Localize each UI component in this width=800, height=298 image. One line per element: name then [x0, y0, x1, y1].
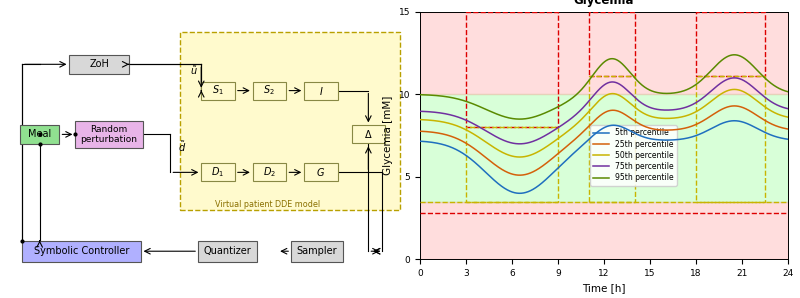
FancyBboxPatch shape [253, 163, 286, 181]
50th percentile [783, 115, 793, 119]
Text: Sampler: Sampler [297, 246, 337, 256]
Bar [420, 94, 788, 201]
FancyBboxPatch shape [304, 163, 338, 181]
Y-axis label: Glycemia [mM]: Glycemia [mM] [383, 96, 394, 175]
Bar [466, 127, 558, 201]
Line: 95th percentile: 95th percentile [420, 55, 788, 119]
25th percentile [585, 124, 594, 128]
95th percentile [434, 94, 443, 97]
25th percentile [730, 104, 739, 108]
FancyBboxPatch shape [20, 125, 59, 144]
25th percentile [415, 129, 425, 133]
5th percentile [705, 128, 714, 131]
5th percentile [783, 137, 793, 141]
Text: $S_2$: $S_2$ [263, 84, 275, 97]
Line: 50th percentile: 50th percentile [420, 89, 788, 157]
95th percentile [773, 86, 782, 89]
95th percentile [730, 53, 739, 57]
75th percentile [514, 142, 524, 146]
Line: 75th percentile: 75th percentile [420, 78, 788, 144]
Text: Random
perturbation: Random perturbation [81, 125, 138, 144]
50th percentile [585, 109, 594, 113]
25th percentile [705, 115, 714, 118]
50th percentile [415, 118, 425, 121]
Bar [696, 76, 765, 201]
Text: Meal: Meal [28, 129, 51, 139]
Bar [696, 12, 765, 76]
75th percentile [773, 103, 782, 107]
FancyBboxPatch shape [253, 82, 286, 100]
Legend: 5th percentile, 25th percentile, 50th percentile, 75th percentile, 95th percenti: 5th percentile, 25th percentile, 50th pe… [590, 125, 677, 186]
5th percentile [773, 135, 782, 139]
25th percentile [773, 125, 782, 128]
50th percentile [730, 88, 739, 91]
Bar [589, 12, 634, 76]
95th percentile [773, 86, 782, 89]
5th percentile [594, 129, 604, 133]
Line: 25th percentile: 25th percentile [420, 106, 788, 175]
95th percentile [585, 78, 594, 82]
Text: $G$: $G$ [316, 166, 326, 179]
Text: $D_2$: $D_2$ [263, 165, 276, 179]
25th percentile [783, 127, 793, 131]
FancyBboxPatch shape [304, 82, 338, 100]
Text: ZoH: ZoH [89, 59, 109, 69]
FancyBboxPatch shape [70, 55, 129, 74]
5th percentile [514, 192, 524, 195]
FancyBboxPatch shape [201, 163, 234, 181]
FancyBboxPatch shape [291, 241, 342, 262]
25th percentile [773, 125, 782, 128]
FancyBboxPatch shape [201, 82, 234, 100]
75th percentile [594, 88, 604, 91]
Title: Glycemia: Glycemia [574, 0, 634, 7]
5th percentile [730, 119, 739, 122]
FancyBboxPatch shape [198, 241, 258, 262]
Line: 5th percentile: 5th percentile [420, 121, 788, 193]
95th percentile [415, 93, 425, 97]
FancyBboxPatch shape [351, 125, 385, 143]
Text: $S_1$: $S_1$ [212, 84, 224, 97]
Text: Quantizer: Quantizer [204, 246, 252, 256]
75th percentile [783, 107, 793, 111]
Text: Virtual patient DDE model: Virtual patient DDE model [215, 200, 320, 209]
50th percentile [773, 112, 782, 116]
25th percentile [594, 115, 604, 118]
50th percentile [434, 119, 443, 123]
Text: $\Delta$: $\Delta$ [364, 128, 373, 140]
75th percentile [585, 99, 594, 102]
75th percentile [730, 76, 739, 80]
Bar [589, 76, 634, 201]
Text: $D_1$: $D_1$ [211, 165, 225, 179]
50th percentile [514, 155, 524, 159]
50th percentile [705, 100, 714, 104]
Text: $I$: $I$ [318, 85, 323, 97]
25th percentile [514, 173, 524, 177]
95th percentile [514, 117, 524, 121]
50th percentile [773, 112, 782, 116]
95th percentile [594, 65, 604, 69]
Text: Symbolic Controller: Symbolic Controller [34, 246, 129, 256]
75th percentile [705, 90, 714, 94]
95th percentile [783, 90, 793, 94]
5th percentile [434, 142, 443, 145]
5th percentile [773, 135, 782, 139]
Bar [420, 12, 788, 94]
Bar [466, 12, 558, 127]
FancyBboxPatch shape [180, 32, 400, 210]
5th percentile [415, 139, 425, 143]
Text: $\tilde{d}$: $\tilde{d}$ [178, 139, 186, 154]
50th percentile [594, 99, 604, 102]
75th percentile [415, 109, 425, 113]
5th percentile [585, 137, 594, 141]
Bar [420, 201, 788, 259]
95th percentile [705, 70, 714, 74]
25th percentile [434, 131, 443, 135]
75th percentile [773, 103, 782, 107]
Text: $\tilde{u}$: $\tilde{u}$ [190, 63, 198, 77]
X-axis label: Time [h]: Time [h] [582, 283, 626, 294]
FancyBboxPatch shape [75, 121, 142, 148]
FancyBboxPatch shape [22, 241, 141, 262]
75th percentile [434, 111, 443, 114]
